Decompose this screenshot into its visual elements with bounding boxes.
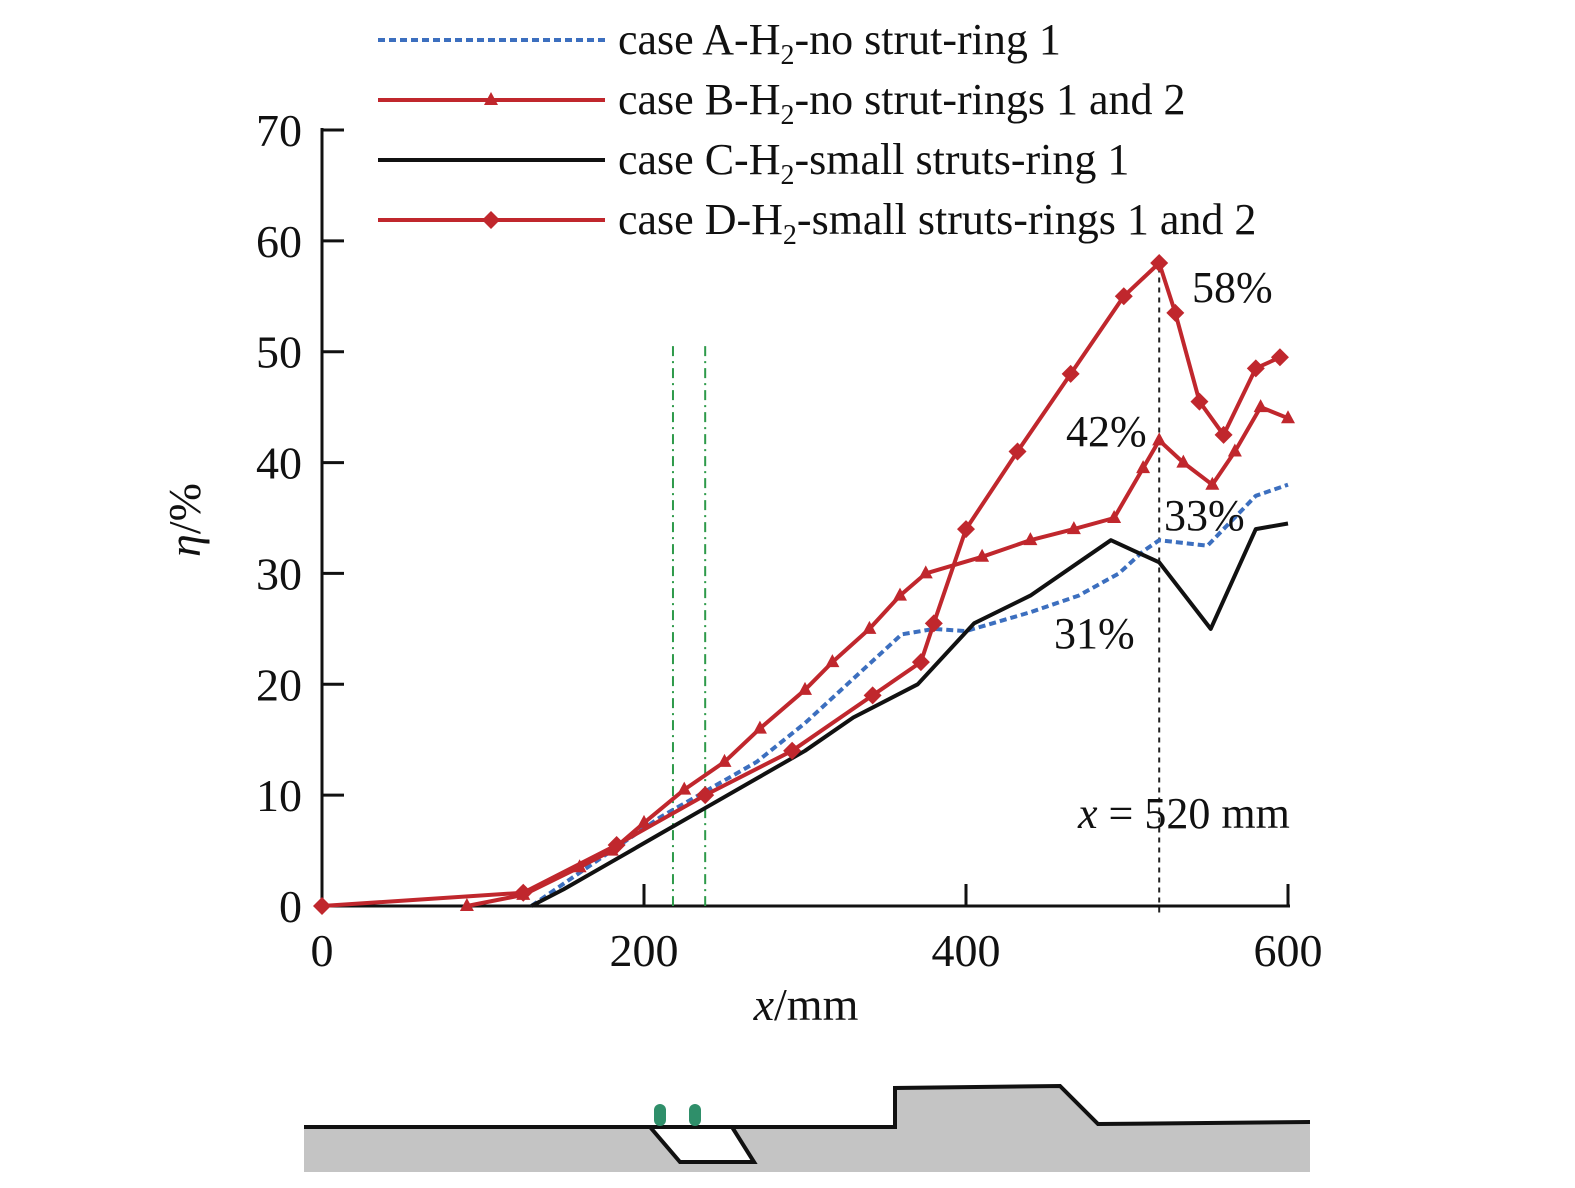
data-point [1214,425,1233,444]
y-tick-label: 10 [256,770,302,821]
data-point [313,897,331,915]
data-point [1166,303,1185,322]
y-tick-label: 50 [256,327,302,378]
x-ticks: 0 200 400 600 [311,884,1323,976]
data-point [514,883,533,902]
data-point [1066,521,1081,535]
y-tick-label: 30 [256,548,302,599]
data-point [482,211,500,229]
data-point [862,620,877,634]
legend-item-C: case C-H2-small struts-ring 1 [378,135,1129,191]
legend-label: case B-H2-no strut-rings 1 and 2 [618,75,1186,131]
data-point [1253,399,1268,413]
geometry-schematic [304,1083,1311,1172]
data-point [1114,287,1133,306]
y-tick-label: 20 [256,659,302,710]
series-line-C [530,521,1289,908]
y-tick-label: 60 [256,216,302,267]
axes [320,128,1290,908]
data-point [798,681,812,695]
data-point [1107,510,1122,523]
data-point [1061,364,1080,383]
data-point [677,781,692,795]
legend-item-B: case B-H2-no strut-rings 1 and 2 [378,75,1186,131]
data-point [1152,432,1167,446]
series-line-A [530,482,1289,908]
data-point [1150,254,1169,273]
legend-label: case A-H2-no strut-ring 1 [618,15,1061,71]
data-point [1227,443,1242,457]
y-tick-label: 70 [256,105,302,156]
y-axis-title: η/% [159,483,210,557]
annotation-42: 42% [1066,407,1147,456]
y-tick-label: 0 [279,881,302,932]
data-point [892,587,907,601]
data-point [1136,460,1151,474]
x-tick-label: 200 [610,925,679,976]
data-point [975,548,990,562]
schematic-wall-line [304,1083,1311,1164]
data-point [484,92,498,105]
annotations: 58% 42% 33% 31% x = 520 mm [1054,263,1290,838]
data-point [1023,532,1038,546]
data-point [918,565,933,579]
data-point [1176,454,1191,468]
annotation-x520: x = 520 mm [1077,789,1290,838]
series-C [530,521,1289,908]
legend-item-D: case D-H2-small struts-rings 1 and 2 [378,195,1256,251]
x-tick-label: 0 [311,925,334,976]
series-line-D [321,261,1281,908]
data-point [752,720,767,734]
data-point [924,614,943,633]
legend-label: case D-H2-small struts-rings 1 and 2 [618,195,1256,251]
x-tick-label: 600 [1254,925,1323,976]
x-axis-title: x/mm [753,979,859,1030]
x-tick-label: 400 [932,925,1001,976]
strut-1-icon [654,1104,666,1126]
annotation-31: 31% [1054,609,1135,658]
data-point [825,654,840,668]
strut-2-icon [689,1104,701,1126]
data-point [607,836,626,855]
data-point [1246,359,1265,378]
data-point [1008,442,1027,461]
series-D [313,254,1289,915]
series-layer [313,254,1295,915]
data-point [459,898,474,911]
data-point [1281,410,1295,424]
y-ticks: 0 10 20 30 40 50 60 70 [256,105,344,932]
y-tick-label: 40 [256,438,302,489]
data-point [911,653,930,672]
data-point [1205,476,1220,490]
series-A [530,482,1289,908]
data-point [957,520,975,539]
data-point [696,786,715,805]
legend-label: case C-H2-small struts-ring 1 [618,135,1129,191]
data-point [863,686,882,705]
annotation-33: 33% [1164,491,1245,540]
data-point [1190,392,1209,411]
data-point [637,814,651,828]
data-point [783,741,802,760]
legend-item-A: case A-H2-no strut-ring 1 [378,15,1061,71]
data-point [717,753,732,767]
data-point [1270,348,1289,367]
annotation-58: 58% [1192,263,1273,312]
